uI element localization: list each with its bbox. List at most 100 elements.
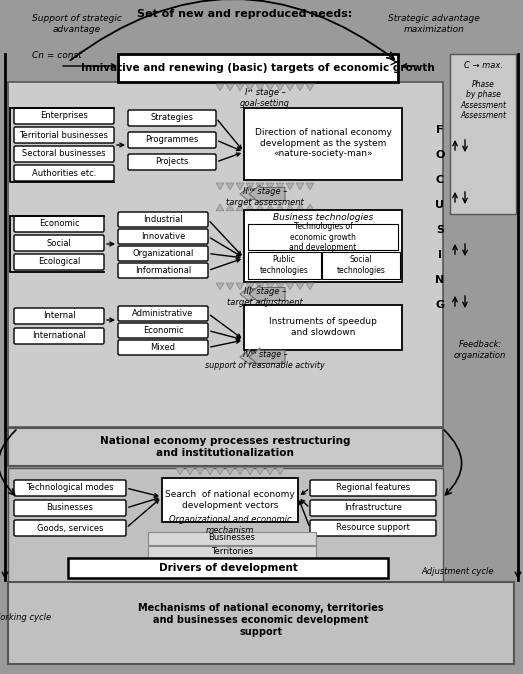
Polygon shape: [236, 468, 244, 474]
Polygon shape: [266, 468, 274, 474]
Text: U: U: [436, 200, 445, 210]
Text: Industrial: Industrial: [143, 215, 183, 224]
FancyBboxPatch shape: [118, 229, 208, 244]
Bar: [322, 252, 400, 279]
Polygon shape: [256, 468, 264, 474]
FancyBboxPatch shape: [14, 480, 126, 496]
Bar: [8, 428, 443, 466]
Polygon shape: [236, 183, 244, 190]
Polygon shape: [226, 283, 234, 290]
Text: National economy processes restructuring
and institutionalization: National economy processes restructuring…: [100, 436, 350, 458]
Polygon shape: [216, 84, 224, 91]
Polygon shape: [306, 183, 314, 190]
Text: Phase
by phase
Assessment
Assessment: Phase by phase Assessment Assessment: [460, 80, 506, 120]
Text: Businesses: Businesses: [209, 534, 256, 543]
FancyArrow shape: [249, 185, 285, 203]
Text: C → max.: C → max.: [463, 61, 503, 71]
Polygon shape: [276, 283, 284, 290]
Text: Sectoral businesses: Sectoral businesses: [22, 150, 106, 158]
Polygon shape: [226, 183, 234, 190]
Bar: [68, 558, 388, 578]
Polygon shape: [216, 283, 224, 290]
Polygon shape: [226, 84, 234, 91]
FancyBboxPatch shape: [128, 132, 216, 148]
Polygon shape: [286, 183, 294, 190]
Polygon shape: [256, 283, 264, 290]
FancyBboxPatch shape: [118, 340, 208, 355]
Polygon shape: [216, 204, 224, 211]
Text: Strategies: Strategies: [151, 113, 194, 123]
Text: Authorities etc.: Authorities etc.: [32, 168, 96, 177]
FancyArrowPatch shape: [0, 430, 16, 495]
Polygon shape: [306, 204, 314, 211]
Text: Social: Social: [47, 239, 72, 247]
FancyBboxPatch shape: [14, 146, 114, 162]
Polygon shape: [236, 283, 244, 290]
Text: Social
technologies: Social technologies: [337, 255, 385, 275]
Polygon shape: [276, 183, 284, 190]
Text: Technologies of
economic growth
and development: Technologies of economic growth and deve…: [289, 222, 357, 252]
Text: N: N: [435, 275, 445, 285]
Text: Organizational: Organizational: [132, 249, 194, 258]
FancyBboxPatch shape: [118, 246, 208, 261]
Polygon shape: [186, 468, 194, 474]
Text: Drivers of development: Drivers of development: [158, 563, 298, 573]
FancyBboxPatch shape: [14, 165, 114, 181]
FancyBboxPatch shape: [14, 235, 104, 251]
FancyArrow shape: [240, 186, 270, 202]
Bar: [244, 210, 402, 282]
Bar: [8, 468, 443, 606]
Polygon shape: [266, 283, 274, 290]
FancyBboxPatch shape: [128, 154, 216, 170]
Text: Support of strategic
advantage: Support of strategic advantage: [32, 14, 122, 34]
Bar: [162, 478, 298, 522]
Bar: [244, 108, 402, 180]
Text: Economic: Economic: [39, 220, 79, 228]
Polygon shape: [256, 204, 264, 211]
Text: O: O: [435, 150, 445, 160]
Text: Instruments of speedup
and slowdown: Instruments of speedup and slowdown: [269, 317, 377, 337]
Polygon shape: [266, 183, 274, 190]
Text: Organizational and economic
mechanism: Organizational and economic mechanism: [169, 516, 291, 534]
Bar: [248, 252, 321, 279]
Text: Strategic advantage
maximization: Strategic advantage maximization: [388, 14, 480, 34]
FancyBboxPatch shape: [118, 212, 208, 227]
Text: S: S: [436, 225, 444, 235]
Polygon shape: [236, 204, 244, 211]
Polygon shape: [306, 283, 314, 290]
Polygon shape: [296, 204, 304, 211]
FancyBboxPatch shape: [118, 306, 208, 321]
Polygon shape: [286, 84, 294, 91]
FancyBboxPatch shape: [14, 108, 114, 124]
Polygon shape: [276, 468, 284, 474]
Polygon shape: [206, 468, 214, 474]
Text: C: C: [436, 175, 444, 185]
FancyArrow shape: [249, 348, 285, 366]
Polygon shape: [196, 468, 204, 474]
Polygon shape: [296, 283, 304, 290]
Text: Feedback:
organization: Feedback: organization: [454, 340, 506, 360]
Text: Iˢᵗ stage –
goal-setting: Iˢᵗ stage – goal-setting: [240, 88, 290, 108]
FancyBboxPatch shape: [14, 127, 114, 143]
Text: International: International: [32, 332, 86, 340]
Polygon shape: [176, 468, 184, 474]
Text: Business technologies: Business technologies: [273, 214, 373, 222]
FancyBboxPatch shape: [14, 328, 104, 344]
Text: I: I: [438, 250, 442, 260]
Polygon shape: [276, 204, 284, 211]
Polygon shape: [266, 204, 274, 211]
FancyBboxPatch shape: [14, 216, 104, 232]
FancyBboxPatch shape: [310, 500, 436, 516]
Polygon shape: [246, 204, 254, 211]
Text: Adjustment cycle: Adjustment cycle: [422, 568, 494, 576]
Text: Administrative: Administrative: [132, 309, 194, 318]
FancyBboxPatch shape: [14, 254, 104, 270]
Polygon shape: [256, 84, 264, 91]
Text: Enterprises: Enterprises: [40, 111, 88, 121]
Text: Innovative: Innovative: [141, 232, 185, 241]
FancyBboxPatch shape: [128, 110, 216, 126]
FancyBboxPatch shape: [14, 500, 126, 516]
Polygon shape: [296, 183, 304, 190]
FancyArrowPatch shape: [70, 0, 394, 61]
Polygon shape: [306, 84, 314, 91]
